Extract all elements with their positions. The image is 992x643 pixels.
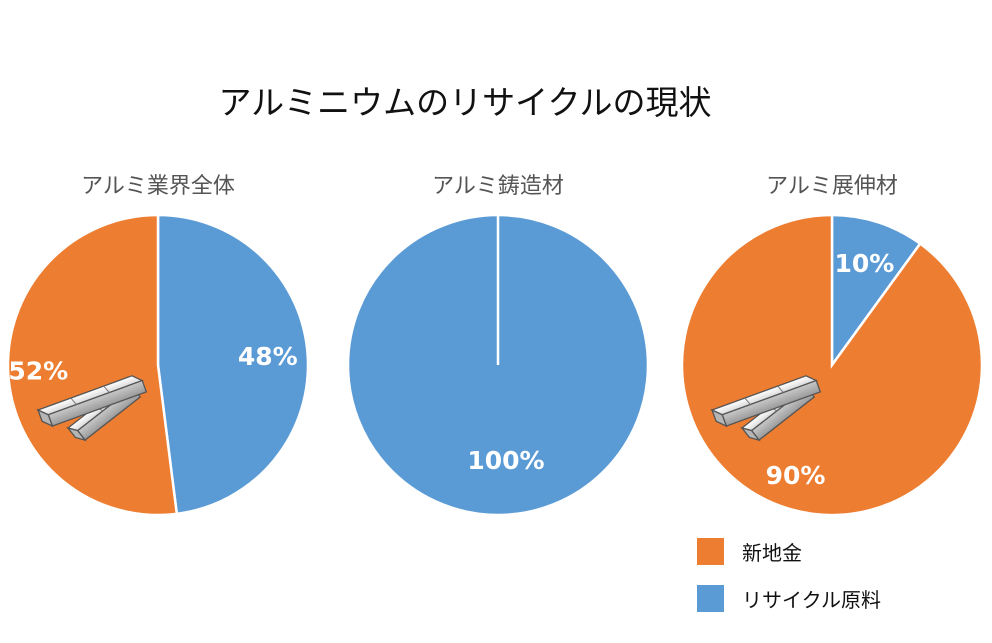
pie-title-all-industry: アルミ業界全体 (81, 174, 235, 199)
legend-item-new-ingot: 新地金 (697, 537, 802, 566)
legend-swatch (697, 585, 724, 612)
legend-label: 新地金 (742, 541, 802, 565)
legend-label: リサイクル原料 (742, 588, 881, 612)
legend-item-recycled: リサイクル原料 (697, 584, 881, 613)
data-label-new-ingot: 90% (766, 461, 826, 490)
legend-swatch (697, 538, 724, 565)
pie-slice-recycled (830, 213, 922, 369)
pie-slice-recycled (156, 213, 310, 516)
pie-title-casting: アルミ鋳造材 (432, 174, 564, 199)
chart-title: アルミニウムのリサイクルの現状 (218, 83, 712, 122)
pie-slice-new-ingot (6, 213, 179, 517)
data-label-recycled: 48% (238, 342, 298, 371)
pie-slice-new-ingot (680, 213, 984, 517)
data-label-recycled: 10% (835, 249, 895, 278)
data-label-recycled: 100% (467, 446, 544, 475)
data-label-new-ingot: 52% (8, 357, 68, 386)
pie-title-wrought: アルミ展伸材 (766, 174, 898, 199)
